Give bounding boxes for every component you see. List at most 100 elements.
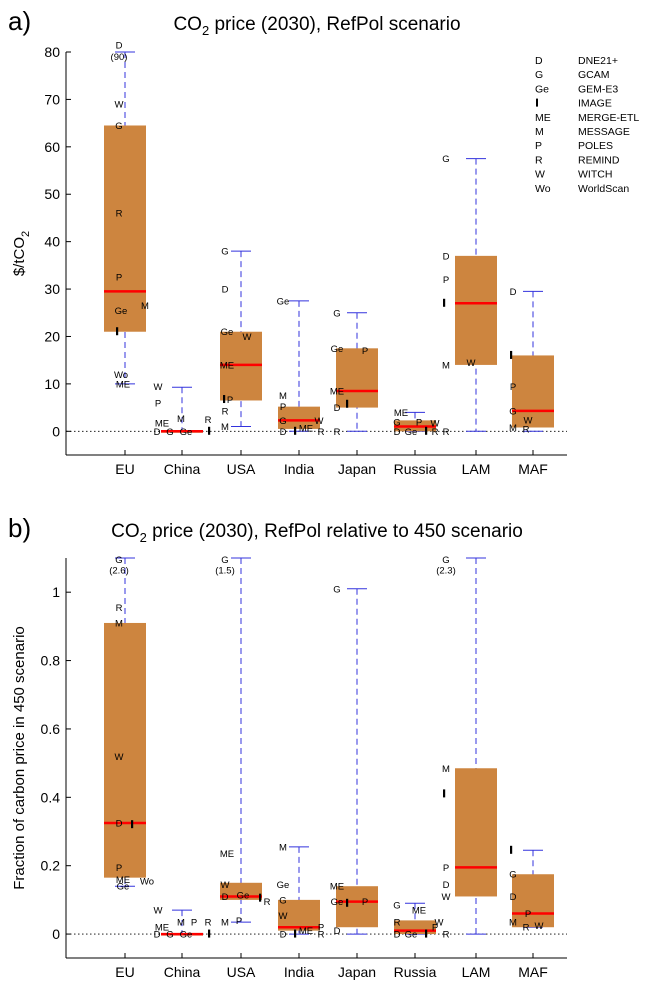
model-label: Ge (237, 890, 250, 901)
model-label: ME (412, 906, 426, 917)
model-marker-image (131, 820, 134, 829)
legend-model-name: POLES (578, 140, 613, 152)
model-label: P (191, 918, 197, 929)
model-label: (2.3) (436, 565, 456, 576)
model-label: ME (330, 386, 344, 397)
legend-marker-image (536, 98, 538, 107)
model-label: G (115, 555, 122, 566)
model-label: D (154, 930, 161, 941)
chart-title: CO2 price (2030), RefPol relative to 450… (111, 521, 523, 545)
y-tick-label: 0 (52, 926, 60, 942)
model-label: W (535, 921, 544, 932)
model-marker-image (443, 789, 446, 798)
model-label: Ge (117, 882, 130, 893)
model-label: R (205, 415, 212, 426)
model-label: R (264, 897, 271, 908)
legend-model-name: DNE21+ (578, 55, 618, 67)
box-lam (455, 158, 497, 432)
box-iqr (455, 768, 497, 897)
model-marker-image (208, 929, 211, 938)
model-label: ME (394, 408, 408, 419)
y-tick-label: 50 (44, 186, 60, 202)
legend-code: M (535, 126, 544, 138)
model-label: ME (155, 418, 169, 429)
model-label: R (432, 427, 439, 438)
model-marker-image (294, 929, 297, 938)
legend-code: ME (535, 112, 551, 124)
model-label: G (221, 555, 228, 566)
model-label: P (443, 863, 449, 874)
model-label: M (177, 918, 185, 929)
model-label: P (116, 273, 122, 284)
model-label: P (318, 923, 324, 934)
box-iqr (512, 874, 554, 928)
model-label: G (166, 930, 173, 941)
model-label: W (243, 332, 252, 343)
panel-label: a) (8, 6, 31, 36)
model-marker-image (346, 399, 349, 408)
model-label: G (442, 555, 449, 566)
model-label: G (333, 584, 340, 595)
model-label: G (221, 247, 228, 258)
model-label: G (333, 308, 340, 319)
y-tick-label: 20 (44, 328, 60, 344)
model-label: R (334, 427, 341, 438)
legend-model-name: WITCH (578, 169, 612, 181)
model-label: G (279, 416, 286, 427)
box-eu (104, 557, 146, 887)
model-label: M (509, 423, 517, 434)
model-label: W (154, 382, 163, 393)
box-usa (220, 557, 262, 923)
model-label: Ge (331, 897, 344, 908)
model-label: W (467, 358, 476, 369)
model-label: P (227, 395, 233, 406)
model-label: R (318, 930, 325, 941)
model-label: M (141, 301, 149, 312)
model-label: P (443, 275, 449, 286)
model-label: R (443, 930, 450, 941)
model-label: R (205, 918, 212, 929)
model-label: ME (116, 379, 130, 390)
model-label: M (177, 414, 185, 425)
model-label: G (509, 870, 516, 881)
x-tick-label: EU (115, 964, 134, 980)
x-tick-label: Japan (338, 461, 376, 477)
model-label: G (509, 406, 516, 417)
model-label: D (116, 818, 123, 829)
model-label: D (510, 892, 517, 903)
model-label: Ge (180, 427, 193, 438)
y-tick-label: 0.2 (41, 858, 61, 874)
y-tick-label: 30 (44, 281, 60, 297)
model-label: (2.6) (109, 565, 129, 576)
model-label: M (221, 422, 229, 433)
model-label: M (279, 391, 287, 402)
model-label: G (115, 121, 122, 132)
model-label: D (334, 403, 341, 414)
x-tick-label: China (164, 461, 201, 477)
model-label: D (280, 427, 287, 438)
model-label: W (442, 892, 451, 903)
box-usa (220, 250, 262, 428)
y-tick-label: 0.6 (41, 721, 61, 737)
model-label: D (222, 285, 229, 296)
legend-code: G (535, 69, 543, 81)
model-marker-image (294, 426, 297, 435)
model-label: D (116, 40, 123, 51)
model-label: W (524, 415, 533, 426)
model-marker-image (116, 327, 119, 336)
box-maf (512, 290, 554, 432)
y-tick-label: 80 (44, 44, 60, 60)
box-iqr (104, 125, 146, 332)
model-label: D (394, 930, 401, 941)
model-marker-image (443, 298, 446, 307)
box-russia (394, 411, 436, 432)
box-japan (336, 312, 378, 432)
model-label: M (442, 360, 450, 371)
model-label: P (362, 346, 368, 357)
model-label: P (116, 863, 122, 874)
box-iqr (512, 355, 554, 428)
box-maf (512, 849, 554, 928)
box-iqr (104, 622, 146, 878)
x-tick-label: MAF (518, 461, 548, 477)
